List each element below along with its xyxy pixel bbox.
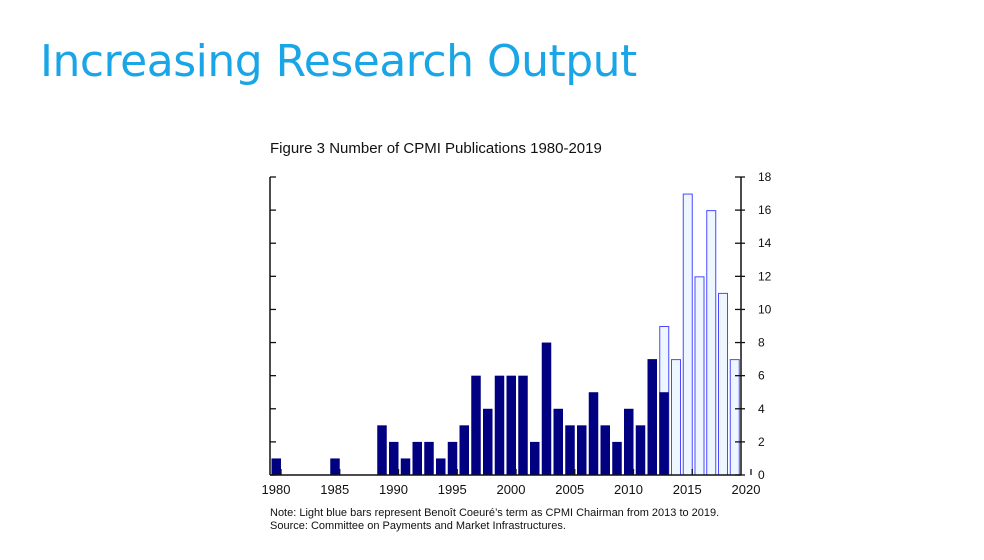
y-tick-label: 14	[758, 236, 772, 250]
chart-source: Source: Committee on Payments and Market…	[270, 520, 566, 532]
bar-1996	[459, 425, 469, 475]
x-tick-label: 1995	[438, 482, 467, 497]
bar-2001	[518, 375, 528, 475]
bar-2004	[553, 408, 563, 475]
bar-1991	[400, 458, 411, 475]
y-tick-label: 18	[758, 170, 772, 184]
bar-2006	[577, 425, 587, 475]
y-tick-label: 10	[758, 302, 772, 316]
bar-2015-coeure	[682, 193, 693, 476]
bar-1995	[447, 441, 458, 475]
x-tick-label: 1985	[320, 482, 349, 497]
chart-title: Figure 3 Number of CPMI Publications 198…	[270, 140, 602, 157]
bar-1990	[389, 441, 399, 475]
x-tick-label: 1980	[262, 482, 291, 497]
x-tick-label: 2000	[497, 482, 526, 497]
x-tick-label: 2015	[673, 482, 702, 497]
bar-1993	[424, 441, 434, 475]
y-tick-label: 4	[758, 402, 765, 416]
bar-2011	[635, 425, 646, 475]
bar-2014-coeure	[671, 359, 681, 476]
y-tick-label: 12	[758, 269, 772, 283]
bar-1980	[271, 458, 281, 475]
y-tick-label: 8	[758, 336, 765, 350]
bar-2000	[506, 375, 516, 475]
y-tick-label: 0	[758, 468, 765, 482]
x-tick-label: 2005	[555, 482, 584, 497]
chart-note: Note: Light blue bars represent Benoît C…	[270, 507, 720, 519]
bar-2010	[624, 408, 634, 475]
bar-2009	[612, 441, 622, 475]
y-tick-label: 6	[758, 369, 765, 383]
x-tick-label: 1990	[379, 482, 408, 497]
bar-2008	[600, 425, 610, 475]
y-tick-label: 2	[758, 435, 765, 449]
bar-1989	[377, 425, 387, 475]
bar-1992	[412, 441, 422, 475]
bar-2016-coeure	[694, 276, 705, 476]
x-tick-label: 2010	[614, 482, 643, 497]
bar-1994	[436, 458, 446, 475]
bar-1985	[330, 458, 340, 475]
bar-2017-coeure	[706, 210, 717, 476]
bar-2012	[647, 359, 657, 475]
bar-2018-coeure	[718, 292, 728, 476]
slide-title: Increasing Research Output	[40, 36, 637, 87]
bar-2003	[541, 342, 552, 475]
bar-2019-coeure	[729, 359, 740, 476]
bar-2013	[659, 392, 669, 475]
bar-2002	[530, 441, 540, 475]
bar-1997	[471, 375, 481, 475]
bar-2007	[588, 392, 599, 475]
x-tick-label: 2020	[732, 482, 761, 497]
bar-1998	[483, 408, 493, 475]
bar-2005	[565, 425, 575, 475]
y-tick-label: 16	[758, 203, 772, 217]
bar-1999	[494, 375, 505, 475]
